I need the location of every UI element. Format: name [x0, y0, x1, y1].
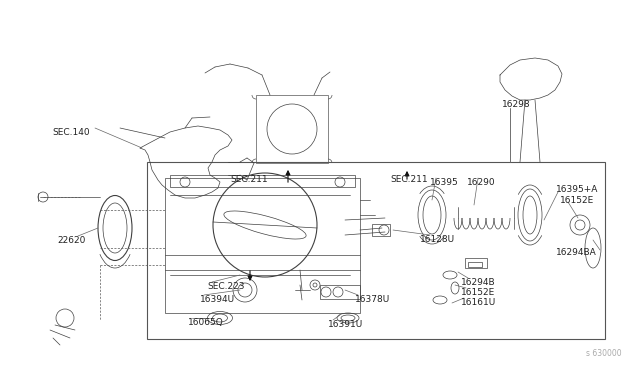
Bar	[320, 285, 360, 299]
Text: s 630000: s 630000	[586, 349, 622, 358]
Text: 16394U: 16394U	[200, 295, 235, 304]
Text: 16378U: 16378U	[355, 295, 390, 304]
Bar	[468, 262, 482, 267]
Text: SEC.211: SEC.211	[390, 175, 428, 184]
Bar	[147, 162, 605, 339]
Text: 16152E: 16152E	[461, 288, 495, 297]
Bar	[170, 175, 355, 187]
Text: 16152E: 16152E	[560, 196, 595, 205]
Text: 16395+A: 16395+A	[556, 185, 598, 194]
Text: SEC.211: SEC.211	[230, 175, 268, 184]
Bar	[465, 258, 487, 268]
Text: SEC.140: SEC.140	[52, 128, 90, 137]
Bar	[372, 224, 390, 236]
Text: 16065Q: 16065Q	[188, 318, 224, 327]
Text: 16294BA: 16294BA	[556, 248, 596, 257]
Bar	[256, 95, 328, 163]
Text: 16290: 16290	[467, 178, 495, 187]
Text: 16161U: 16161U	[461, 298, 496, 307]
Text: 16128U: 16128U	[420, 235, 455, 244]
Text: 16294B: 16294B	[461, 278, 495, 287]
Text: 16298: 16298	[502, 100, 531, 109]
Text: 16395: 16395	[430, 178, 459, 187]
Text: 22620: 22620	[57, 236, 85, 245]
Bar	[165, 178, 360, 313]
Text: SEC.223: SEC.223	[207, 282, 244, 291]
Text: 16391U: 16391U	[328, 320, 364, 329]
